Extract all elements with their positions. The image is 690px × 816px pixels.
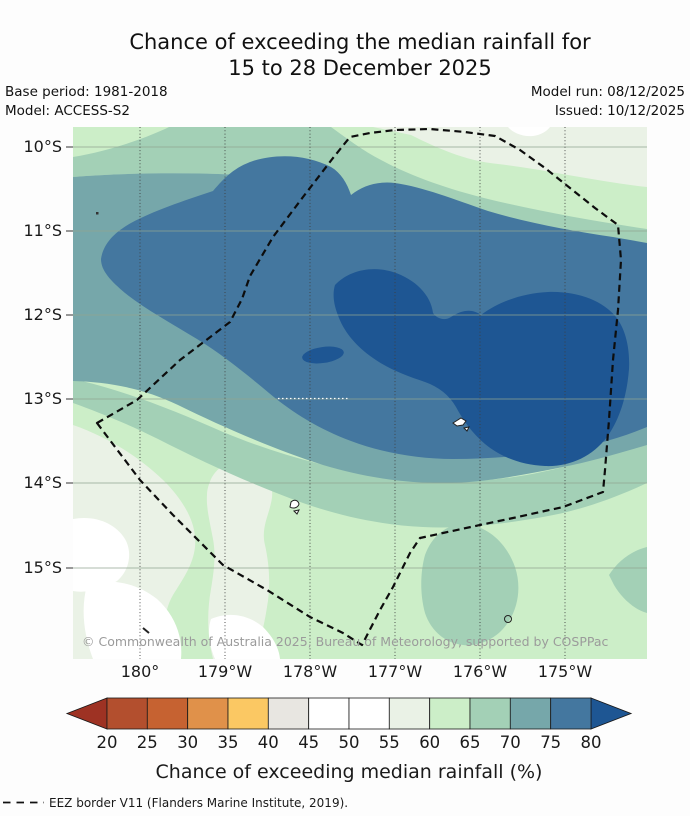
copyright-text: © Commonwealth of Australia 2025, Bureau… — [82, 634, 608, 649]
island-wallis-islet — [292, 509, 300, 515]
lat-label-14s: 14°S — [23, 473, 62, 492]
lon-label-178w: 178°W — [283, 662, 338, 681]
colorbar-segment-60-65 — [429, 697, 471, 730]
model-label: Model: ACCESS-S2 — [5, 103, 130, 119]
contour-band-gt80-small-blob — [302, 346, 344, 364]
lon-label-175w: 175°W — [538, 662, 593, 681]
colorbar-tick-60: 60 — [419, 733, 440, 752]
colorbar-tick-labels: 20 25 30 35 40 45 50 55 60 65 70 75 80 — [97, 733, 602, 752]
island-alofi — [462, 426, 470, 432]
colorbar-segment-55-60 — [388, 697, 431, 730]
colorbar-segment-75-80 — [550, 697, 592, 730]
colorbar-tick-65: 65 — [460, 733, 481, 752]
lon-label-177w: 177°W — [368, 662, 423, 681]
island-outlines — [96, 212, 512, 634]
lat-label-11s: 11°S — [23, 221, 62, 240]
colorbar-tick-50: 50 — [339, 733, 360, 752]
colorbar-segment-40-45 — [267, 697, 310, 730]
colorbar-segment-35-40 — [227, 697, 269, 730]
eez-border-line — [95, 127, 623, 647]
contour-band-45-55-west — [73, 517, 130, 592]
island-small-mark — [142, 627, 150, 634]
colorbar-tick-75: 75 — [540, 733, 561, 752]
colorbar-segment-50-55 — [348, 697, 390, 730]
colorbar-segment-70-75 — [509, 697, 552, 730]
island-tiny-dot — [96, 212, 99, 215]
colorbar-tick-30: 30 — [177, 733, 198, 752]
chart-title-line2: 15 to 28 December 2025 — [228, 56, 492, 80]
island-niuafoou — [504, 615, 512, 623]
footnote: EEZ border V11 (Flanders Marine Institut… — [3, 796, 348, 810]
colorbar-tick-35: 35 — [218, 733, 239, 752]
issued-label: Issued: 10/12/2025 — [554, 103, 685, 119]
colorbar-tick-55: 55 — [379, 733, 400, 752]
latitude-labels: 10°S 11°S 12°S 13°S 14°S 15°S — [23, 137, 62, 577]
colorbar-segment-30-35 — [187, 697, 229, 730]
footnote-text: EEZ border V11 (Flanders Marine Institut… — [49, 796, 348, 810]
colorbar-tick-80: 80 — [581, 733, 602, 752]
colorbar-tick-20: 20 — [97, 733, 118, 752]
contour-band-55-60-south-central — [206, 459, 273, 659]
colorbar-tick-45: 45 — [298, 733, 319, 752]
island-wallis — [289, 499, 300, 509]
colorbar-segment-65-70 — [469, 697, 511, 730]
longitude-labels: 180° 179°W 178°W 177°W 176°W 175°W — [121, 662, 593, 681]
figure-svg: © Commonwealth of Australia 2025, Bureau… — [3, 127, 647, 810]
base-period-label: Base period: 1981-2018 — [5, 84, 168, 100]
lat-label-10s: 10°S — [23, 137, 62, 156]
colorbar-tick-25: 25 — [137, 733, 158, 752]
colorbar-axis-title: Chance of exceeding median rainfall (%) — [156, 761, 543, 783]
colorbar-segment-20-25 — [106, 697, 148, 730]
model-run-label: Model run: 08/12/2025 — [530, 84, 685, 100]
contour-band-65-70-south — [73, 379, 647, 528]
lon-label-176w: 176°W — [453, 662, 508, 681]
colorbar-tick-40: 40 — [258, 733, 279, 752]
lat-label-13s: 13°S — [23, 389, 62, 408]
colorbar: 20 25 30 35 40 45 50 55 60 65 70 75 80 C… — [65, 697, 633, 783]
lon-label-179w: 179°W — [198, 662, 253, 681]
chart-title-line1: Chance of exceeding the median rainfall … — [129, 30, 591, 54]
island-futuna — [452, 417, 467, 427]
colorbar-segment-45-50 — [308, 697, 350, 730]
contour-band-45-55-southwest — [83, 581, 182, 659]
latitude-ticks — [66, 146, 73, 569]
colorbar-segment-25-30 — [146, 697, 189, 730]
contour-band-65-70-southeast-patch — [421, 524, 519, 646]
latitude-gridlines — [73, 146, 647, 569]
colorbar-arrow-left — [65, 697, 108, 730]
lat-label-15s: 15°S — [23, 558, 62, 577]
contour-band-50-55-north — [508, 127, 550, 137]
lon-label-180: 180° — [121, 662, 160, 681]
contour-band-45-55-south — [208, 614, 280, 659]
contour-band-gt80-core — [333, 269, 630, 467]
colorbar-arrow-right — [590, 697, 633, 730]
contour-map: © Commonwealth of Australia 2025, Bureau… — [66, 127, 647, 659]
lat-label-12s: 12°S — [23, 305, 62, 324]
contour-band-55-60-northeast — [373, 127, 647, 187]
colorbar-tick-70: 70 — [500, 733, 521, 752]
chart-title: Chance of exceeding the median rainfall … — [15, 29, 690, 81]
contour-band-65-70-east-patch — [609, 547, 647, 613]
